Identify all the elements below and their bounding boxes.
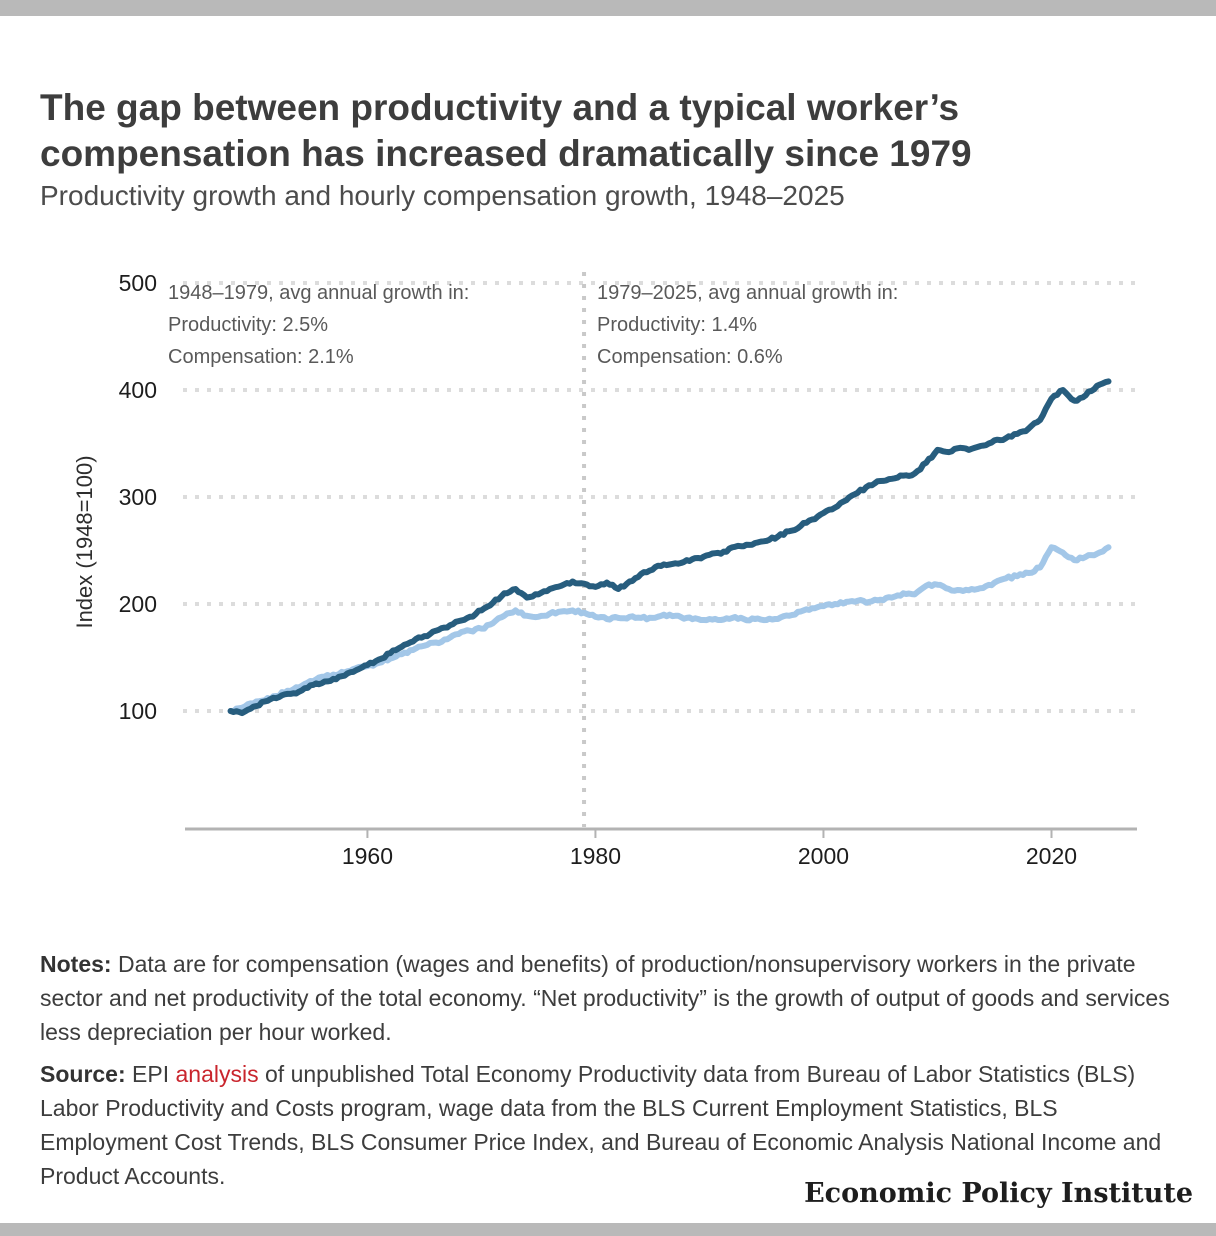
source-text-after-link: of unpublished Total Economy Productivit… [40,1061,1162,1189]
y-tick-label: 400 [119,377,157,403]
annotation-heading: 1948–1979, avg annual growth in: [168,282,470,304]
x-tick-label: 1980 [570,843,621,869]
annotation-heading: 1979–2025, avg annual growth in: [597,282,899,304]
source-paragraph: Source: EPI analysis of unpublished Tota… [40,1057,1190,1193]
page-title: The gap between productivity and a typic… [40,86,972,175]
top-border-bar [0,0,1216,16]
annotation-compensation: Compensation: 0.6% [597,346,783,368]
y-tick-label: 300 [119,484,157,510]
source-text-before-link: EPI [132,1061,170,1087]
epi-brand-wordmark: Economic Policy Institute [804,1178,1193,1209]
annotation-1979-2025: 1979–2025, avg annual growth in: Product… [597,277,898,373]
compensation-line [227,544,1112,715]
annotation-compensation: Compensation: 2.1% [168,346,354,368]
bottom-border-bar [0,1223,1216,1236]
annotation-1948-1979: 1948–1979, avg annual growth in: Product… [168,277,469,373]
productivity-line [227,378,1112,717]
y-tick-label: 200 [119,591,157,617]
y-tick-label: 100 [119,698,157,724]
annotation-productivity: Productivity: 1.4% [597,314,758,336]
y-tick-label: 500 [119,270,157,296]
x-tick-label: 2000 [798,843,849,869]
notes-text: Data are for compensation (wages and ben… [40,951,1170,1045]
y-axis-title: Index (1948=100) [72,455,97,629]
page-subtitle: Productivity growth and hourly compensat… [40,180,845,211]
notes-paragraph: Notes: Data are for compensation (wages … [40,947,1190,1049]
notes-label: Notes: [40,951,112,977]
x-tick-label: 1960 [342,843,393,869]
source-label: Source: [40,1061,126,1087]
annotation-productivity: Productivity: 2.5% [168,314,329,336]
x-tick-label: 2020 [1026,843,1077,869]
analysis-link[interactable]: analysis [175,1061,259,1087]
